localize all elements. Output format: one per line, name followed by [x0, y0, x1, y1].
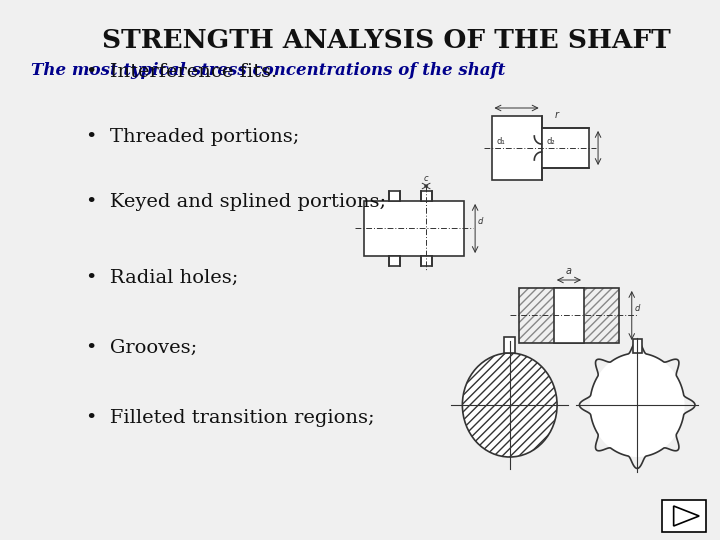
Text: d₁: d₁ — [496, 137, 505, 146]
Text: r: r — [554, 110, 558, 120]
Text: a: a — [566, 266, 572, 276]
Text: d₂: d₂ — [546, 137, 555, 146]
Bar — [492, 116, 541, 180]
Bar — [554, 288, 584, 343]
Bar — [420, 191, 431, 201]
Bar — [519, 288, 554, 343]
Bar — [584, 288, 619, 343]
Text: The most typical stress concentrations of the shaft: The most typical stress concentrations o… — [31, 62, 505, 79]
Text: •  Threaded portions;: • Threaded portions; — [86, 128, 300, 146]
Text: •  Interference fits.: • Interference fits. — [86, 63, 277, 81]
Bar — [541, 128, 589, 168]
Bar — [389, 256, 400, 266]
Text: STRENGTH ANALYSIS OF THE SHAFT: STRENGTH ANALYSIS OF THE SHAFT — [102, 28, 671, 53]
Text: •  Grooves;: • Grooves; — [86, 339, 197, 357]
Bar — [519, 288, 619, 343]
Circle shape — [462, 353, 557, 457]
Bar — [364, 201, 464, 256]
Text: d: d — [478, 217, 483, 226]
Bar — [389, 191, 400, 201]
Bar — [420, 256, 431, 266]
Bar — [504, 337, 516, 353]
Bar — [633, 339, 642, 353]
Text: d: d — [634, 304, 640, 313]
Text: •  Filleted transition regions;: • Filleted transition regions; — [86, 409, 375, 427]
Bar — [662, 500, 706, 532]
Circle shape — [590, 353, 685, 457]
Text: •  Radial holes;: • Radial holes; — [86, 269, 238, 287]
Text: •  Keyed and splined portions;: • Keyed and splined portions; — [86, 193, 387, 211]
Text: c: c — [424, 174, 428, 183]
